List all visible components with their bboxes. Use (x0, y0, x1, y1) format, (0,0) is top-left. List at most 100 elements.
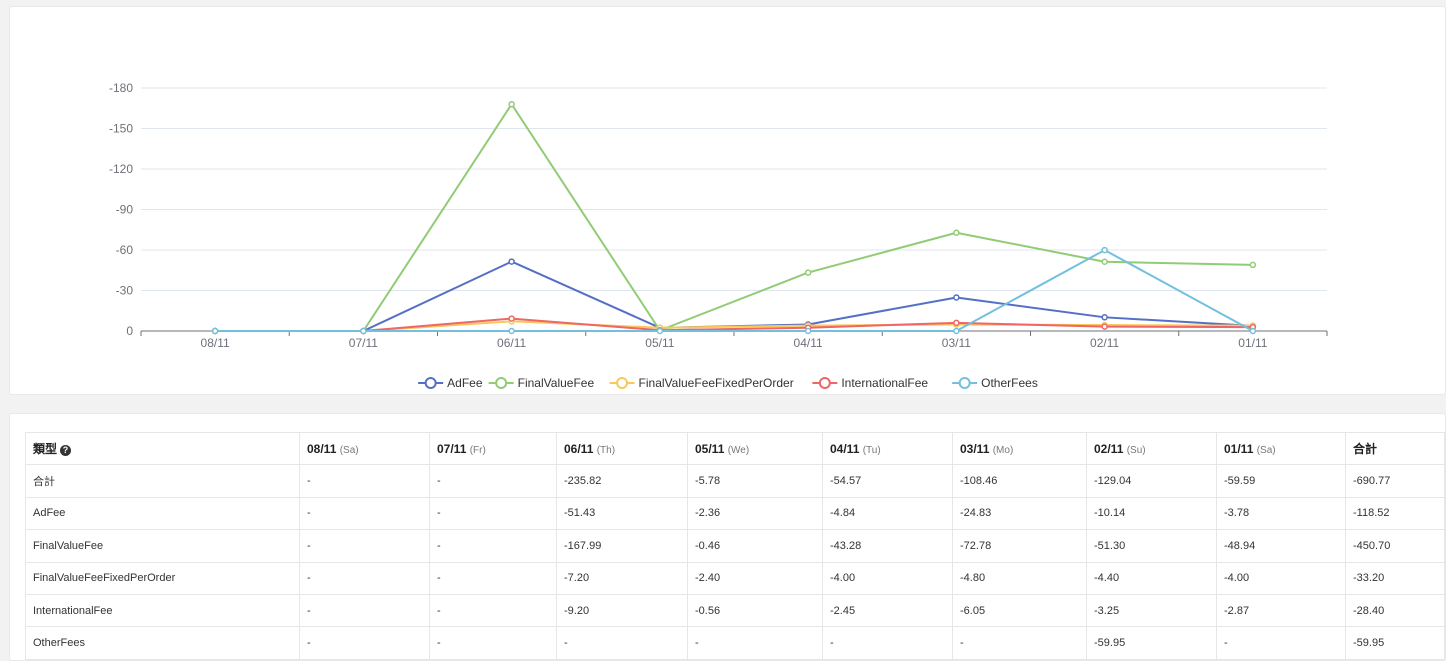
table-row: OtherFees - - - - - - -59.95- -59.95 (25, 626, 1445, 660)
data-point (953, 229, 960, 236)
table-cell: - (299, 464, 430, 498)
legend-label: FinalValueFeeFixedPerOrder (639, 376, 794, 390)
series-line-FinalValueFee (215, 103, 1253, 332)
data-point (211, 327, 219, 335)
data-point (508, 100, 515, 108)
y-tick-label: -90 (116, 203, 134, 217)
legend-item-FinalValueFeeFixedPerOrder[interactable]: FinalValueFeeFixedPerOrder (609, 376, 794, 390)
table-cell: - (556, 626, 688, 660)
table-cell: -690.77 (1345, 464, 1445, 498)
table-cell: -10.14 (1086, 496, 1217, 531)
table-header-row: 類型? 08/11 (Sa) 07/11 (Fr) 06/11 (Th) 05/… (25, 431, 1445, 466)
row-label: FinalValueFeeFixedPerOrder (25, 561, 300, 595)
date-column-header: 08/11 (Sa) (299, 431, 430, 466)
table-cell: -5.78 (687, 464, 823, 498)
x-tick-label: 07/11 (349, 336, 378, 350)
data-point (953, 319, 960, 327)
row-label: 合計 (25, 464, 300, 498)
date-column-header: 07/11 (Fr) (429, 431, 557, 466)
date-column-header: 04/11 (Tu) (822, 431, 953, 466)
legend-marker (818, 377, 831, 389)
y-tick-label: -30 (116, 284, 134, 298)
legend-item-AdFee[interactable]: AdFee (418, 376, 483, 390)
data-point (1101, 323, 1108, 330)
table-cell: - (952, 626, 1087, 660)
legend-marker (958, 377, 971, 389)
table-cell: -51.43 (556, 496, 688, 531)
type-column-header: 類型? (25, 431, 300, 466)
table-cell: -43.28 (822, 529, 953, 563)
x-tick-label: 04/11 (794, 336, 823, 350)
legend-item-InternationalFee[interactable]: InternationalFee (812, 376, 928, 390)
data-point (1249, 327, 1257, 335)
table-cell: - (822, 626, 953, 660)
data-point (1101, 246, 1108, 254)
table-cell: - (299, 529, 430, 563)
table-cell: - (299, 593, 430, 628)
fee-table-panel: 類型? 08/11 (Sa) 07/11 (Fr) 06/11 (Th) 05/… (9, 413, 1446, 661)
table-cell: - (429, 464, 557, 498)
table-cell: -28.40 (1345, 593, 1445, 628)
legend-label: FinalValueFee (518, 376, 595, 390)
table-cell: - (299, 561, 430, 595)
x-tick-label: 02/11 (1090, 336, 1119, 350)
legend-label: InternationalFee (841, 376, 928, 390)
legend-item-OtherFees[interactable]: OtherFees (952, 376, 1038, 390)
table-row: FinalValueFee - - -167.99 -0.46 -43.28 -72.78-… (25, 529, 1445, 563)
help-icon[interactable]: ? (60, 445, 72, 457)
table-cell: -108.46 (952, 464, 1087, 498)
table-cell: -6.05 (952, 593, 1087, 628)
table-cell: - (1216, 626, 1346, 660)
table-cell: - (687, 626, 823, 660)
table-cell: -4.84 (822, 496, 953, 531)
y-tick-label: -120 (109, 162, 133, 176)
table-cell: -33.20 (1345, 561, 1445, 595)
legend-marker (424, 377, 437, 389)
table-cell: -118.52 (1345, 496, 1445, 531)
table-row: AdFee - - -51.43 -2.36 -4.84 -24.83 -10.14 -3.78… (25, 496, 1445, 531)
data-point (508, 315, 515, 322)
table-cell: -0.56 (687, 593, 823, 628)
table-row: FinalValueFeeFixedPerOrder - - -7.20 -2.40 -4… (25, 561, 1445, 595)
data-point (508, 327, 515, 335)
row-label: InternationalFee (25, 593, 300, 628)
table-cell: -2.36 (687, 496, 823, 531)
legend-label: AdFee (447, 376, 483, 390)
table-cell: -129.04 (1086, 464, 1217, 498)
table-cell: -167.99 (556, 529, 688, 563)
data-point (1249, 261, 1257, 269)
table-cell: -2.87 (1216, 593, 1346, 628)
series-line-InternationalFee (215, 317, 1253, 332)
table-cell: -54.57 (822, 464, 953, 498)
row-label: OtherFees (25, 626, 300, 660)
table-cell: -7.20 (556, 561, 688, 595)
data-point (508, 258, 515, 265)
date-column-header: 05/11 (We) (687, 431, 823, 466)
x-tick-label: 03/11 (942, 336, 971, 350)
table-row: InternationalFee - - -9.20 -0.56 -2.45 -6.05 -3… (25, 593, 1445, 628)
table-cell: -4.00 (1216, 561, 1346, 595)
table-cell: -24.83 (952, 496, 1087, 531)
legend-marker (495, 377, 508, 389)
date-column-header: 01/11 (Sa) (1216, 431, 1346, 466)
table-cell: - (429, 626, 557, 660)
x-tick-label: 08/11 (201, 336, 230, 350)
legend-item-FinalValueFee[interactable]: FinalValueFee (488, 376, 595, 390)
data-point (1101, 314, 1108, 321)
table-cell: -450.70 (1345, 529, 1445, 563)
table-cell: -72.78 (952, 529, 1087, 563)
date-column-header: 06/11 (Th) (556, 431, 688, 466)
y-tick-label: -60 (116, 243, 134, 257)
x-tick-label: 06/11 (497, 336, 526, 350)
date-column-header: 02/11 (Su) (1086, 431, 1217, 466)
row-label: AdFee (25, 496, 300, 531)
data-point (953, 327, 960, 335)
table-cell: -3.25 (1086, 593, 1217, 628)
data-point (804, 269, 812, 276)
table-cell: - (429, 529, 557, 563)
row-label: FinalValueFee (25, 529, 300, 563)
table-cell: -0.46 (687, 529, 823, 563)
table-cell: -2.45 (822, 593, 953, 628)
table-cell: -4.80 (952, 561, 1087, 595)
legend-marker (616, 377, 629, 389)
